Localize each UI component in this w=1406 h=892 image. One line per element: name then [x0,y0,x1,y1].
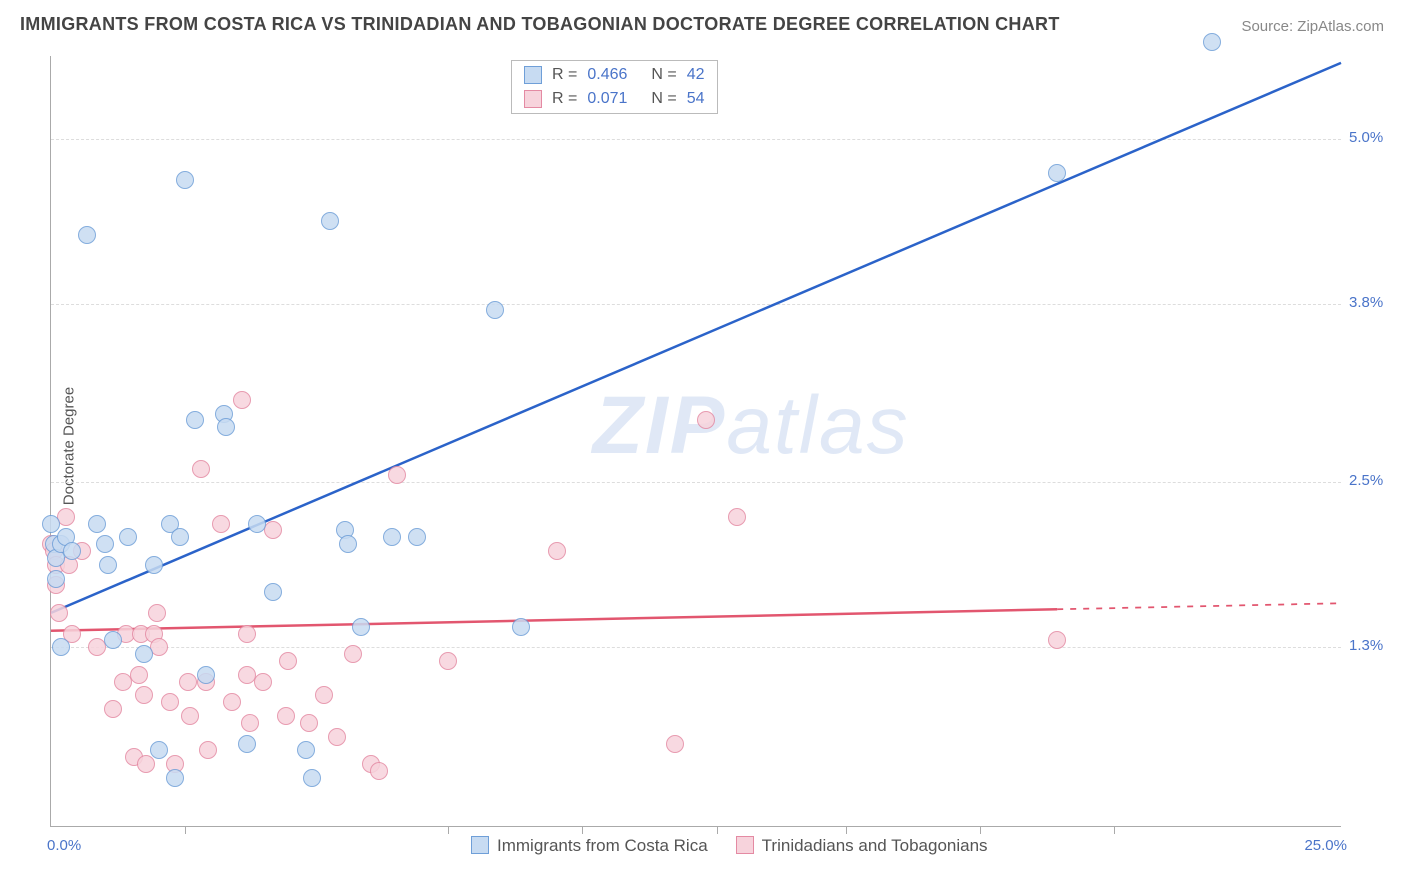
data-point [78,226,96,244]
data-point [50,604,68,622]
plot-area: 1.3%2.5%3.8%5.0%0.0%25.0%ZIPatlasR =0.46… [50,56,1341,827]
x-tick-label: 25.0% [1304,837,1347,854]
data-point [233,391,251,409]
data-point [192,460,210,478]
x-minor-tick [185,826,186,834]
trend-lines [51,56,1341,826]
y-tick-label: 1.3% [1349,637,1399,654]
data-point [166,769,184,787]
x-tick-label: 0.0% [47,837,81,854]
data-point [344,645,362,663]
data-point [57,508,75,526]
chart-container: IMMIGRANTS FROM COSTA RICA VS TRINIDADIA… [0,0,1406,892]
x-minor-tick [448,826,449,834]
data-point [145,556,163,574]
data-point [223,693,241,711]
data-point [104,700,122,718]
data-point [241,714,259,732]
data-point [512,618,530,636]
data-point [277,707,295,725]
legend-item: Immigrants from Costa Rica [471,836,708,856]
data-point [212,515,230,533]
data-point [1203,33,1221,51]
data-point [130,666,148,684]
data-point [321,212,339,230]
data-point [238,625,256,643]
data-point [1048,164,1066,182]
data-point [339,535,357,553]
data-point [728,508,746,526]
x-minor-tick [582,826,583,834]
data-point [42,515,60,533]
data-point [135,645,153,663]
data-point [47,570,65,588]
data-point [197,666,215,684]
y-tick-label: 5.0% [1349,129,1399,146]
data-point [328,728,346,746]
legend-series: Immigrants from Costa Rica Trinidadians a… [471,836,988,856]
data-point [248,515,266,533]
x-minor-tick [717,826,718,834]
x-minor-tick [1114,826,1115,834]
legend-stats: R =0.466N =42R =0.071N =54 [511,60,718,114]
x-minor-tick [846,826,847,834]
data-point [99,556,117,574]
data-point [352,618,370,636]
source-label: Source: ZipAtlas.com [1241,18,1384,35]
x-minor-tick [980,826,981,834]
legend-item: Trinidadians and Tobagonians [736,836,988,856]
data-point [161,693,179,711]
data-point [176,171,194,189]
data-point [63,542,81,560]
data-point [264,583,282,601]
data-point [383,528,401,546]
data-point [88,515,106,533]
data-point [370,762,388,780]
legend-row: R =0.466N =42 [512,63,717,87]
data-point [300,714,318,732]
y-tick-label: 3.8% [1349,294,1399,311]
data-point [148,604,166,622]
chart-title: IMMIGRANTS FROM COSTA RICA VS TRINIDADIA… [20,14,1060,35]
legend-row: R =0.071N =54 [512,87,717,111]
data-point [666,735,684,753]
data-point [238,735,256,753]
y-tick-label: 2.5% [1349,472,1399,489]
data-point [388,466,406,484]
data-point [254,673,272,691]
data-point [303,769,321,787]
data-point [548,542,566,560]
data-point [179,673,197,691]
